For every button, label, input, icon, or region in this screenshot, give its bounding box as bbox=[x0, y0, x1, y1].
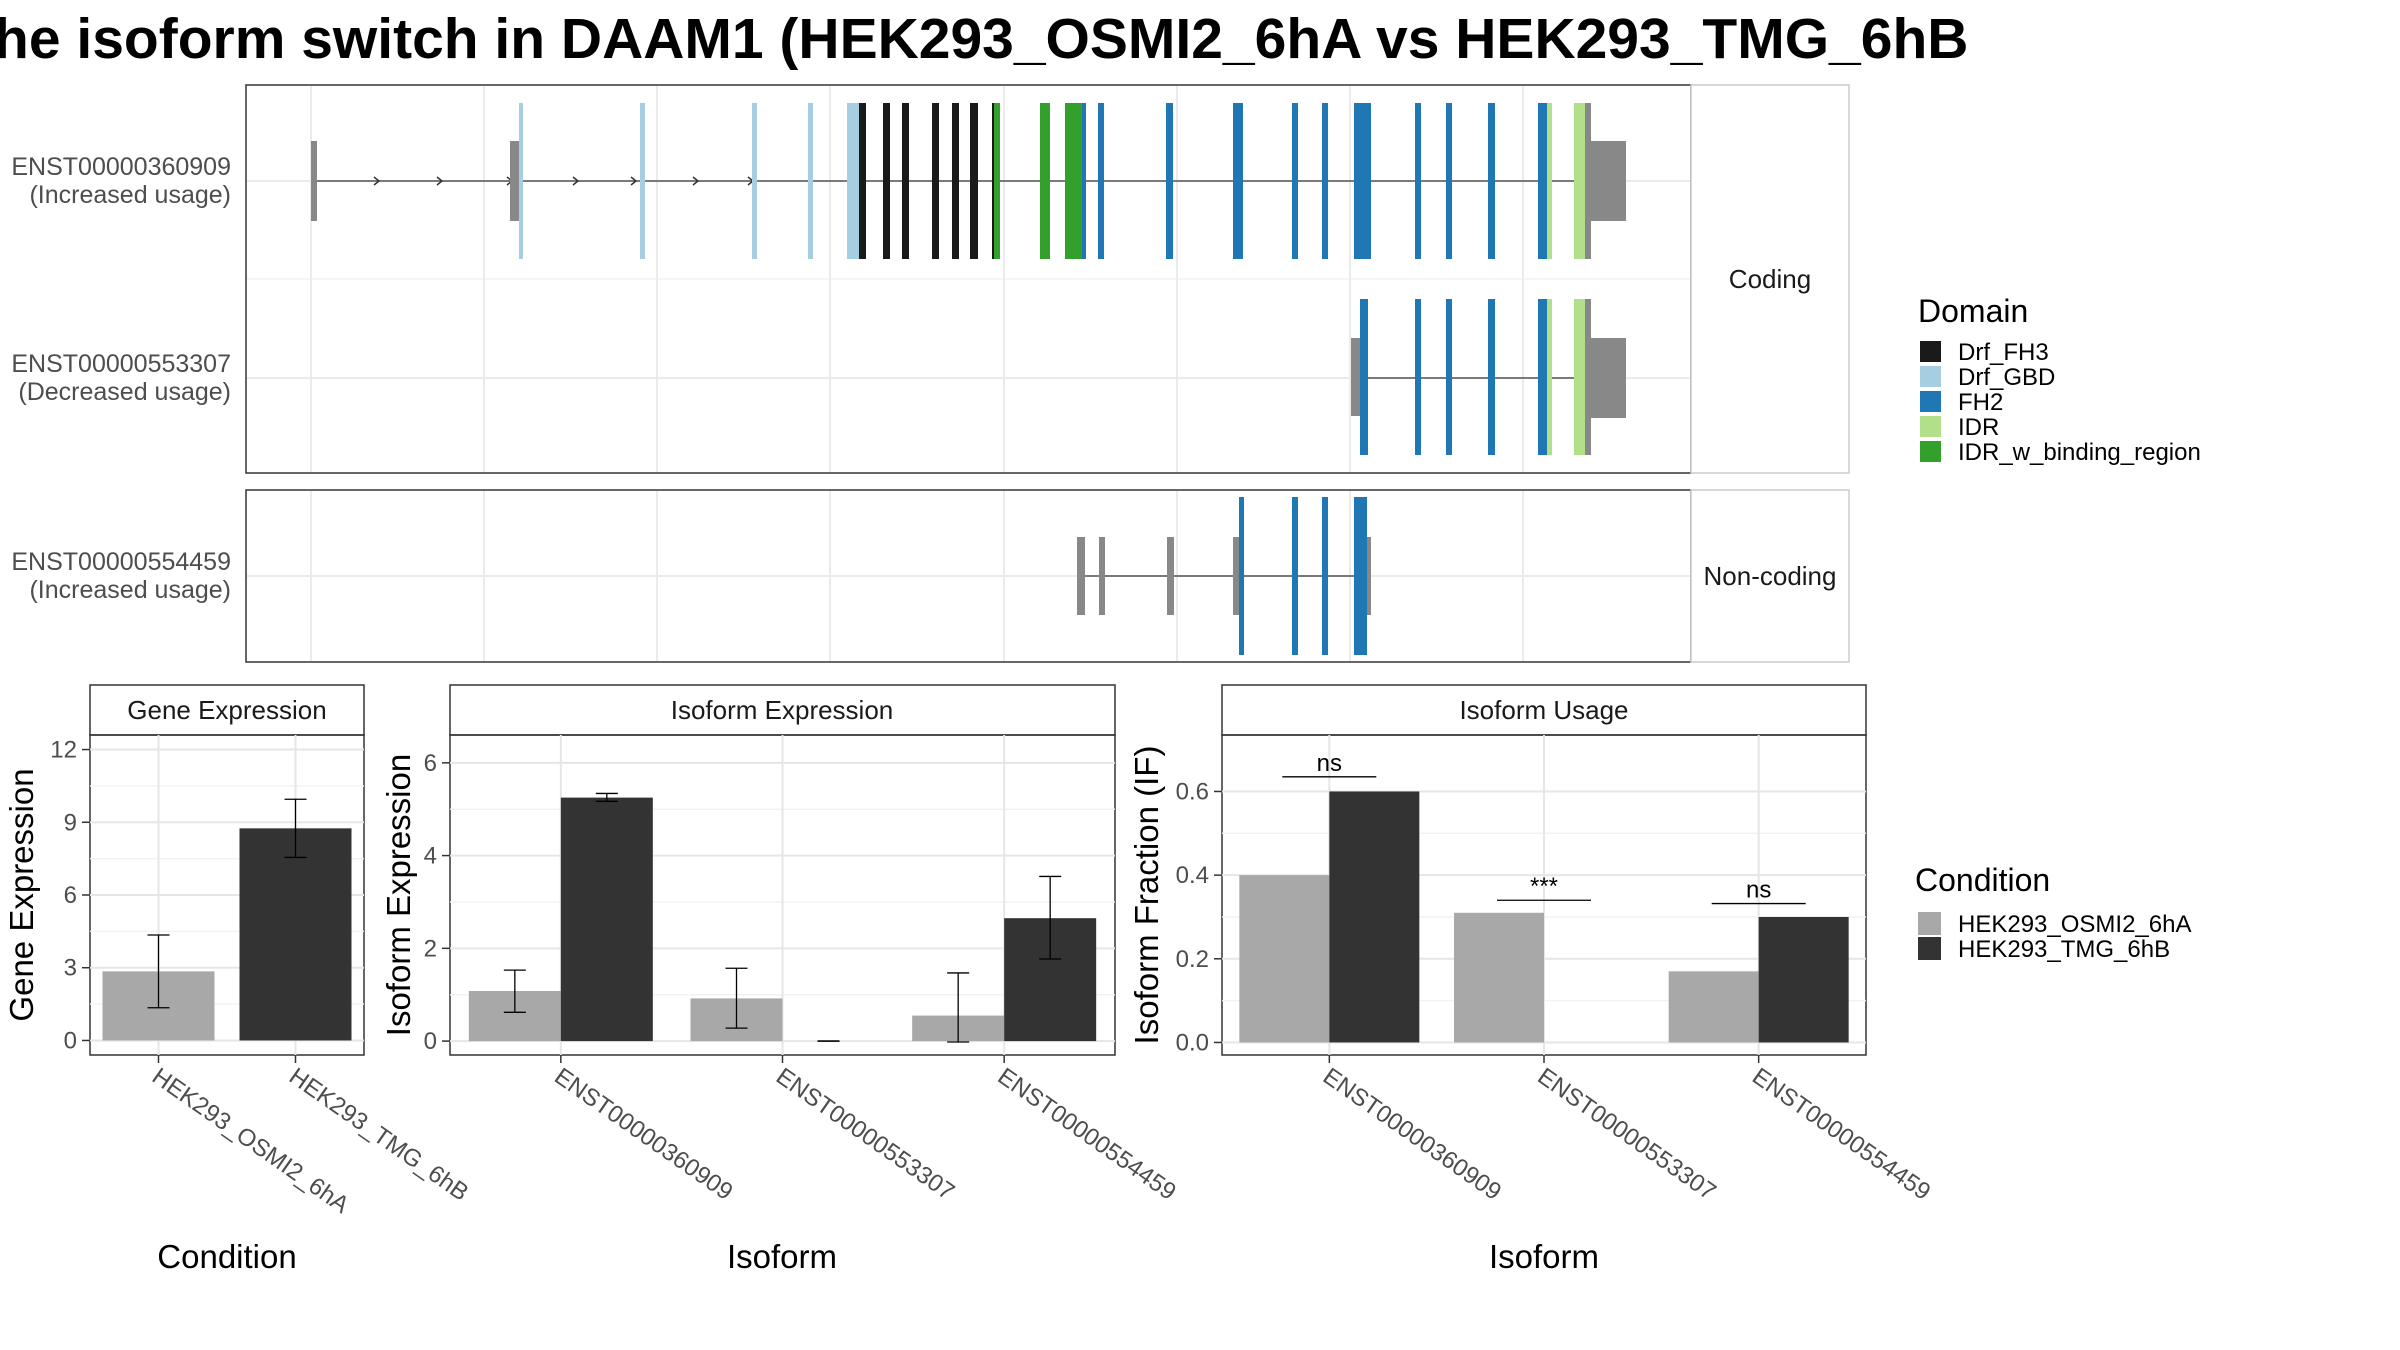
exon-utr bbox=[510, 141, 519, 221]
domain-idr-w-binding-exons bbox=[994, 103, 1082, 259]
x-tick-label: ENST00000553307 bbox=[771, 1063, 959, 1206]
transcript-usage-label: (Increased usage) bbox=[29, 181, 231, 209]
isoform-expression-marks: 0 2 4 6 ENST00000360909 ENST00000553307 ENST00… bbox=[424, 735, 1181, 1206]
y-tick-label: 12 bbox=[50, 737, 77, 764]
x-tick-label: ENST00000554459 bbox=[1747, 1063, 1935, 1206]
legend-label-idr: IDR bbox=[1958, 414, 1999, 441]
bar-HEK293_TMG_6hB-ENST00000360909 bbox=[560, 797, 653, 1042]
y-tick-label: 6 bbox=[424, 750, 437, 777]
bar-HEK293_TMG_6hB-ENST00000360909 bbox=[1329, 791, 1420, 1043]
transcript-id-label: ENST00000553307 bbox=[11, 350, 231, 378]
legend-label-drf-gbd: Drf_GBD bbox=[1958, 364, 2055, 391]
transcript-model-ENST00000553307 bbox=[1351, 299, 1626, 455]
noncoding-structure-panel: Non-coding ENST00000554459 (Increased us… bbox=[11, 489, 1850, 663]
bar-HEK293_OSMI2_6hA-ENST00000554459 bbox=[1668, 971, 1759, 1043]
legend-key-idr bbox=[1920, 416, 1941, 437]
y-tick-label: 0.0 bbox=[1176, 1029, 1209, 1056]
bar-HEK293_OSMI2_6hA-ENST00000360909 bbox=[1239, 875, 1330, 1043]
y-axis-label: Gene Expression bbox=[3, 768, 40, 1021]
noncoding-gridlines bbox=[247, 491, 1690, 661]
coding-strip-label: Coding bbox=[1729, 264, 1811, 294]
coding-strip-box bbox=[1690, 84, 1850, 474]
isoform-usage-chart: Isoform Usage 0.0 0.2 0.4 0.6 ENST0000036090… bbox=[1128, 684, 1935, 1275]
exon-utr-group bbox=[1077, 537, 1371, 615]
y-tick-label: 4 bbox=[424, 843, 437, 870]
legend-label-condition-b: HEK293_TMG_6hB bbox=[1958, 936, 2170, 963]
x-tick-label: ENST00000360909 bbox=[1318, 1063, 1506, 1206]
transcript-usage-label: (Increased usage) bbox=[29, 576, 231, 604]
x-tick-label: ENST00000553307 bbox=[1533, 1063, 1721, 1206]
strip-box bbox=[1221, 684, 1867, 736]
x-axis-label: Isoform bbox=[1489, 1238, 1599, 1275]
y-tick-label: 0.6 bbox=[1176, 778, 1209, 805]
transcript-model-ENST00000554459 bbox=[1077, 497, 1371, 655]
x-axis-label: Isoform bbox=[727, 1238, 837, 1275]
coding-structure-panel: Coding bbox=[11, 84, 1850, 474]
legend-key-condition-b bbox=[1918, 937, 1941, 960]
legend-key-fh2 bbox=[1920, 391, 1941, 412]
transcript-usage-label: (Decreased usage) bbox=[18, 378, 231, 406]
legend-label-drf-fh3: Drf_FH3 bbox=[1958, 339, 2049, 366]
legend-label-idr-w-binding: IDR_w_binding_region bbox=[1958, 439, 2201, 466]
legend-label-fh2: FH2 bbox=[1958, 389, 2003, 416]
legend-key-drf-fh3 bbox=[1920, 341, 1941, 362]
y-tick-label: 6 bbox=[64, 882, 77, 909]
transcript-model-ENST00000360909 bbox=[311, 103, 1626, 259]
y-tick-label: 0 bbox=[424, 1028, 437, 1055]
y-tick-label: 9 bbox=[64, 809, 77, 836]
transcript-id-label: ENST00000360909 bbox=[11, 153, 231, 181]
noncoding-strip-box bbox=[1690, 489, 1850, 663]
x-tick-label: ENST00000554459 bbox=[993, 1063, 1181, 1206]
domain-legend-title: Domain bbox=[1918, 293, 2028, 329]
x-tick-label: ENST00000360909 bbox=[549, 1063, 737, 1206]
figure-title: he isoform switch in DAAM1 (HEK293_OSMI2… bbox=[0, 7, 1968, 71]
exon-utr bbox=[1585, 299, 1591, 455]
significance-label: ns bbox=[1746, 877, 1771, 904]
strip-box bbox=[449, 684, 1116, 736]
significance-label: ns bbox=[1317, 750, 1342, 777]
isoform-usage-marks: 0.0 0.2 0.4 0.6 ENST00000360909 ENST000005533… bbox=[1176, 735, 1935, 1206]
chart-title: Gene Expression bbox=[127, 695, 326, 725]
y-tick-label: 0.2 bbox=[1176, 946, 1209, 973]
transcript-id-label: ENST00000554459 bbox=[11, 548, 231, 576]
bar-HEK293_OSMI2_6hA-ENST00000553307 bbox=[1454, 912, 1544, 1043]
exon-utr bbox=[311, 141, 317, 221]
chart-title: Isoform Expression bbox=[671, 695, 894, 725]
y-tick-label: 0.4 bbox=[1176, 862, 1209, 889]
condition-legend: Condition HEK293_OSMI2_6hA HEK293_TMG_6h… bbox=[1915, 862, 2191, 963]
significance-label: *** bbox=[1530, 873, 1558, 900]
y-tick-label: 2 bbox=[424, 935, 437, 962]
noncoding-strip-label: Non-coding bbox=[1704, 561, 1837, 591]
exon-utr-3prime bbox=[1590, 338, 1626, 418]
condition-legend-title: Condition bbox=[1915, 862, 2050, 898]
domain-fh2-exons bbox=[1239, 497, 1367, 655]
legend-key-idr-w-binding bbox=[1920, 441, 1941, 462]
y-tick-label: 0 bbox=[64, 1027, 77, 1054]
domain-fh2-exons bbox=[1360, 299, 1547, 455]
chart-title: Isoform Usage bbox=[1459, 695, 1628, 725]
domain-legend: Domain Drf_FH3 Drf_GBD FH2 IDR IDR_w_bin… bbox=[1918, 293, 2201, 466]
exon-utr-3prime bbox=[1590, 141, 1626, 221]
domain-drf-gbd-exons bbox=[519, 103, 859, 259]
y-axis-label: Isoform Fraction (IF) bbox=[1128, 746, 1165, 1045]
legend-key-condition-a bbox=[1918, 912, 1941, 935]
legend-key-drf-gbd bbox=[1920, 366, 1941, 387]
bar-HEK293_TMG_6hB- bbox=[239, 828, 352, 1041]
domain-idr-exons bbox=[1547, 103, 1585, 259]
x-axis-label: Condition bbox=[157, 1238, 296, 1275]
domain-idr-exons bbox=[1547, 299, 1585, 455]
y-tick-label: 3 bbox=[64, 955, 77, 982]
y-axis-label: Isoform Expression bbox=[380, 754, 417, 1036]
strip-box bbox=[89, 684, 365, 736]
legend-label-condition-a: HEK293_OSMI2_6hA bbox=[1958, 911, 2191, 938]
exon-utr bbox=[1585, 103, 1591, 259]
bar-HEK293_TMG_6hB-ENST00000554459 bbox=[1758, 916, 1849, 1043]
domain-fh2-exons bbox=[1082, 103, 1547, 259]
exon-utr bbox=[1351, 338, 1360, 416]
